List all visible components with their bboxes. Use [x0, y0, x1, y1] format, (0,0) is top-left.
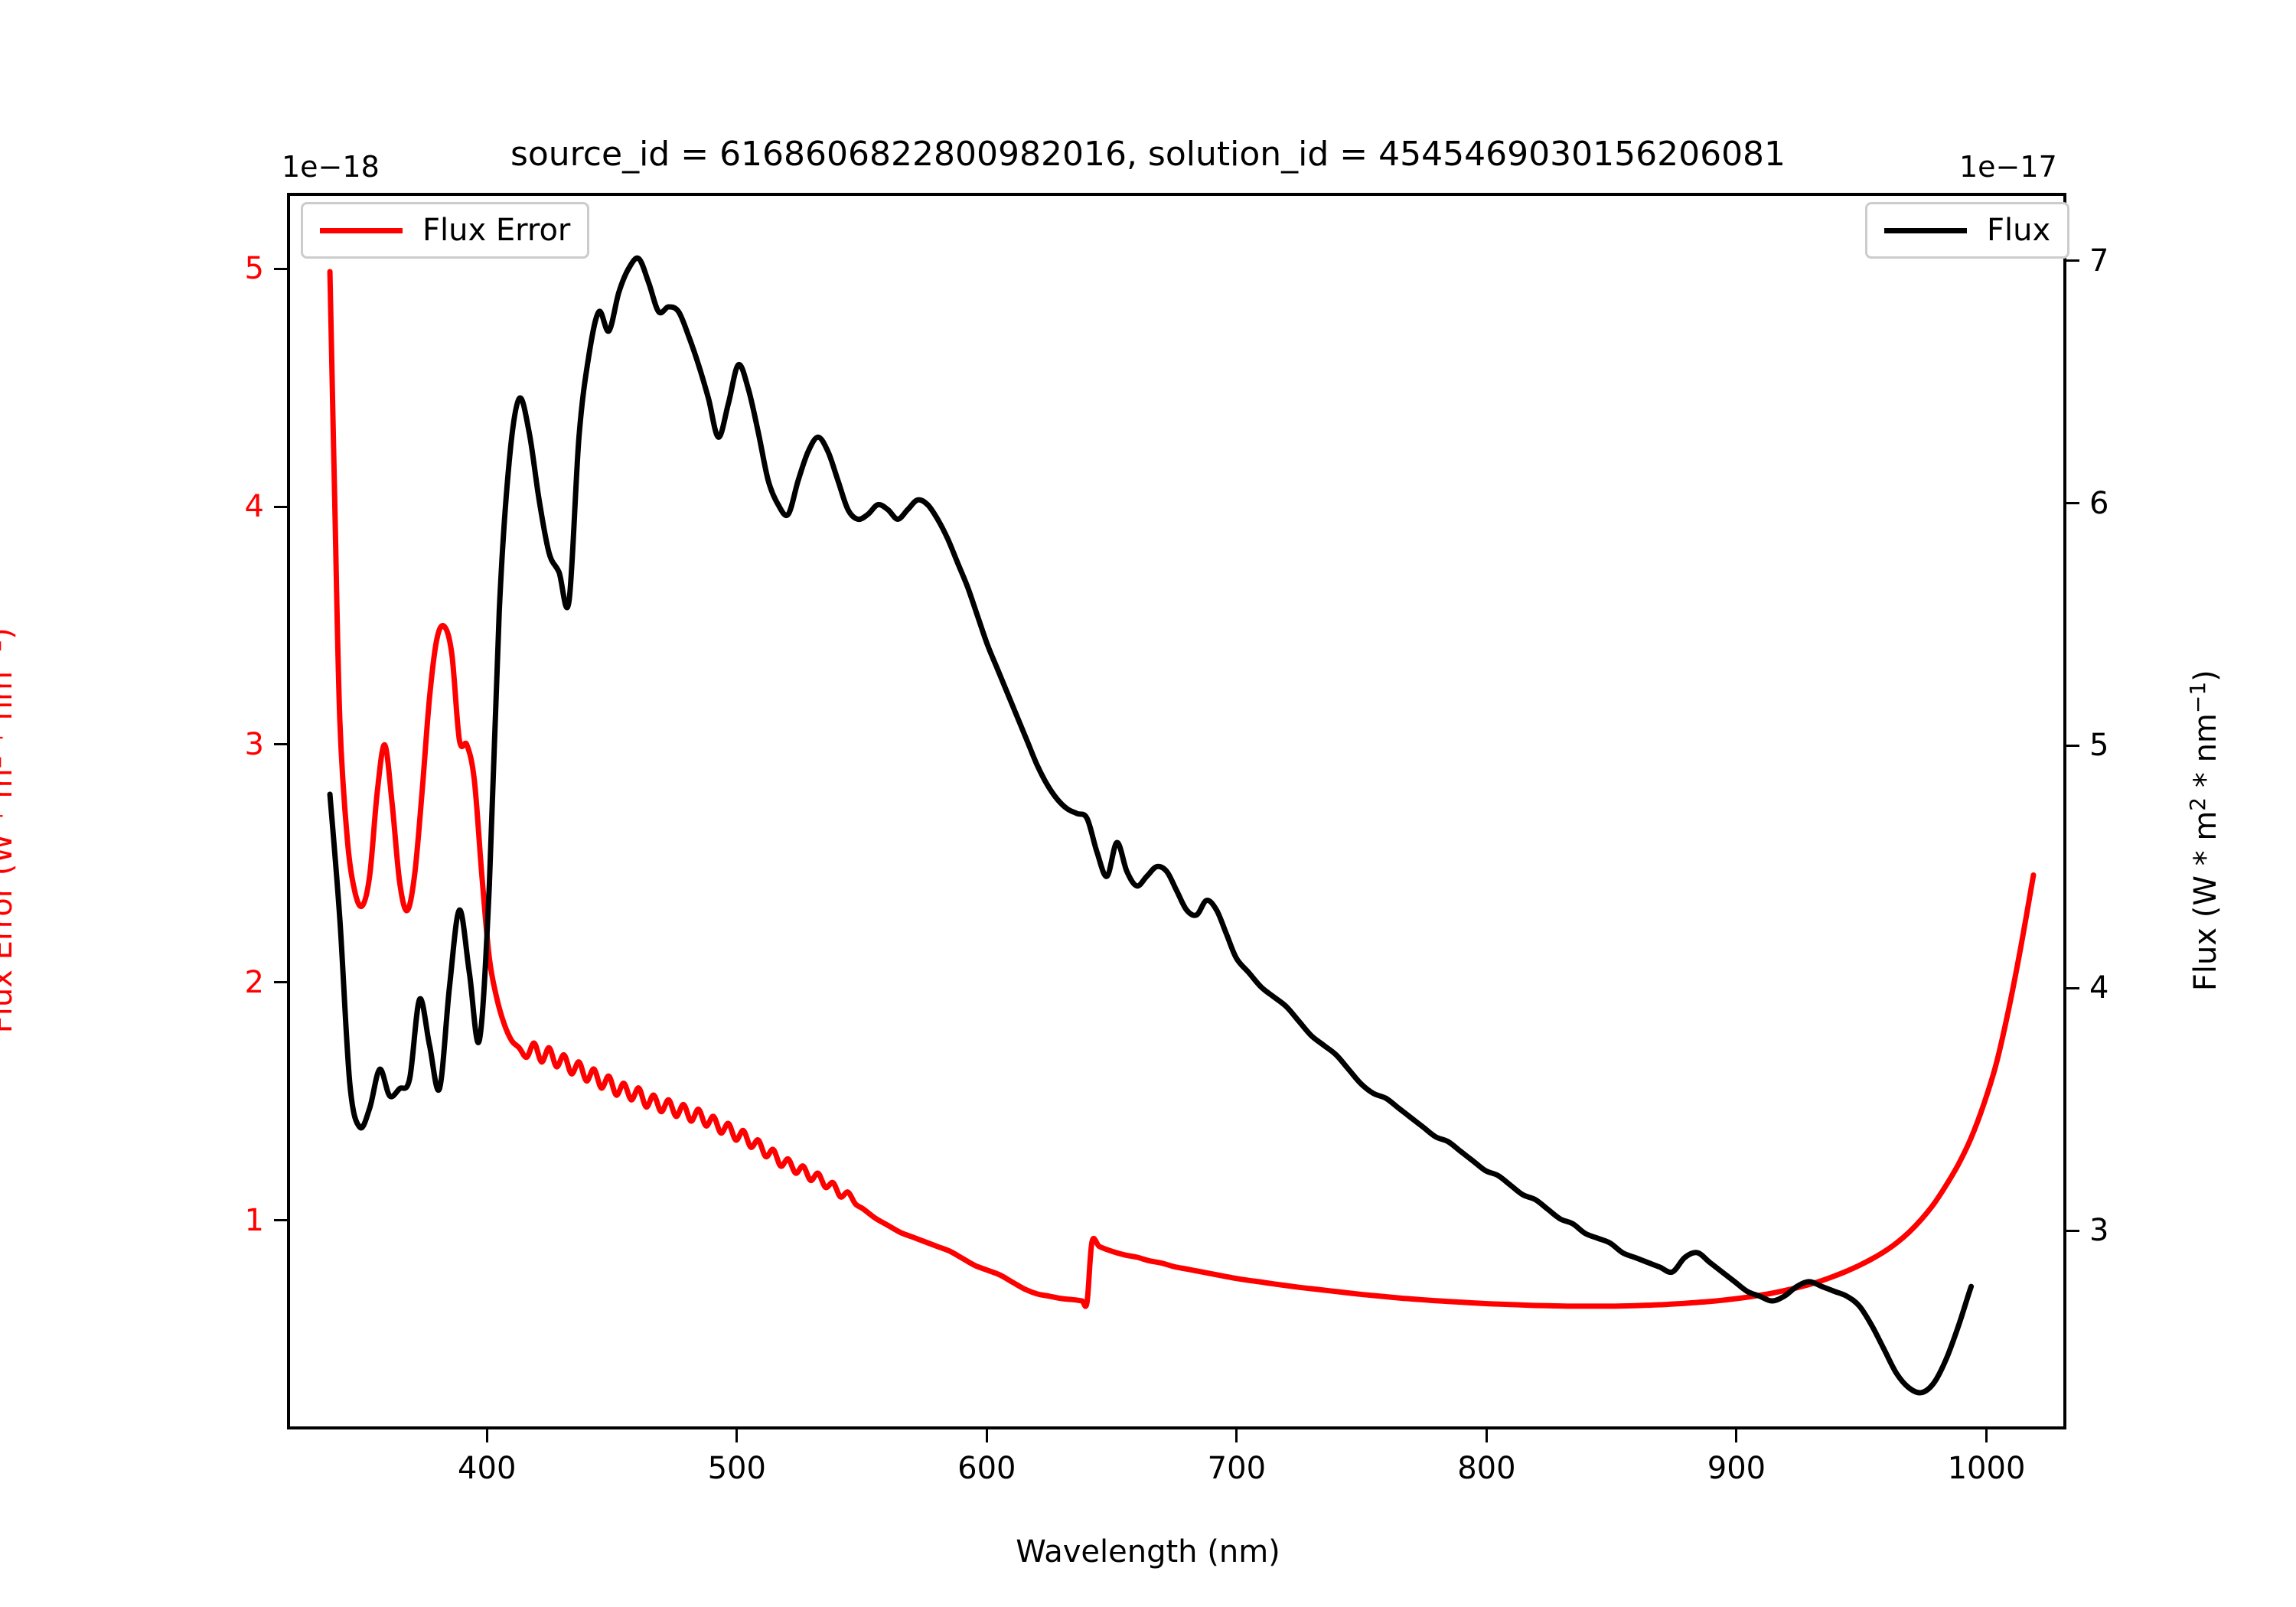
y-tick-label-right: 3 — [2089, 1213, 2109, 1249]
y-tick-mark-left — [274, 981, 287, 984]
left-axis-offset-label: 1e−18 — [282, 150, 380, 184]
x-tick-mark — [1235, 1429, 1238, 1442]
y-tick-label-right: 6 — [2089, 485, 2109, 521]
flux-error-line — [330, 272, 2033, 1306]
y-axis-label-right-text: Flux (W * m — [2188, 810, 2224, 992]
plot-area — [287, 193, 2066, 1429]
y-axis-label-right-end: ) — [2188, 670, 2224, 682]
x-tick-mark — [1485, 1429, 1488, 1442]
plot-svg — [290, 196, 2063, 1426]
y-tick-label-right: 4 — [2089, 970, 2109, 1006]
x-tick-mark — [1735, 1429, 1738, 1442]
x-tick-label: 1000 — [1947, 1451, 2026, 1486]
x-axis-label: Wavelength (nm) — [1016, 1534, 1280, 1570]
y-tick-label-left: 5 — [244, 251, 264, 287]
y-axis-label-left-end: ) — [0, 627, 19, 640]
y-tick-label-left: 1 — [244, 1202, 264, 1238]
legend-line-black-icon — [1884, 227, 1967, 233]
y-tick-label-left: 2 — [244, 964, 264, 1000]
legend-flux[interactable]: Flux — [1865, 202, 2070, 259]
y-tick-mark-right — [2066, 744, 2079, 747]
x-tick-label: 900 — [1707, 1451, 1766, 1486]
x-tick-label: 600 — [957, 1451, 1016, 1486]
x-tick-mark — [985, 1429, 988, 1442]
chart-title: source_id = 6168606822800982016, solutio… — [510, 135, 1786, 174]
y-tick-mark-right — [2066, 259, 2079, 262]
y-tick-mark-left — [274, 505, 287, 508]
y-axis-label-left-tail: * nm — [0, 671, 20, 745]
y-tick-mark-right — [2066, 502, 2079, 505]
legend-label-flux: Flux — [1987, 213, 2051, 248]
y-axis-label-left-sup2: −1 — [0, 639, 6, 672]
y-axis-label-right: Flux (W * m2 * nm−1) — [2185, 670, 2223, 991]
y-tick-label-right: 5 — [2089, 728, 2109, 764]
y-axis-label-right-sup: 2 — [2184, 797, 2210, 811]
y-tick-mark-right — [2066, 1229, 2079, 1232]
y-tick-mark-left — [274, 743, 287, 746]
y-tick-label-right: 7 — [2089, 243, 2109, 279]
flux-line — [330, 258, 1971, 1393]
right-axis-offset-label: 1e−17 — [1959, 150, 2057, 184]
y-tick-mark-right — [2066, 986, 2079, 989]
legend-label-flux-error: Flux Error — [422, 213, 571, 248]
y-axis-label-right-tail: * nm — [2188, 713, 2224, 797]
x-tick-label: 800 — [1457, 1451, 1516, 1486]
y-tick-mark-left — [274, 1219, 287, 1222]
y-tick-mark-left — [274, 267, 287, 270]
x-tick-label: 500 — [707, 1451, 766, 1486]
legend-flux-error[interactable]: Flux Error — [301, 202, 590, 259]
legend-line-red-icon — [320, 227, 403, 233]
x-tick-mark — [735, 1429, 739, 1442]
x-tick-mark — [1985, 1429, 1988, 1442]
y-axis-label-left-text: Flux Error (W * m — [0, 769, 20, 1034]
y-axis-label-left-sup: 2 — [0, 755, 6, 769]
y-axis-label-left: Flux Error (W * m2 * nm−1) — [0, 627, 19, 1033]
x-tick-label: 400 — [458, 1451, 517, 1486]
x-tick-label: 700 — [1207, 1451, 1267, 1486]
y-axis-label-right-sup2: −1 — [2184, 681, 2210, 714]
y-tick-label-left: 3 — [244, 726, 264, 762]
y-tick-label-left: 4 — [244, 489, 264, 525]
x-tick-mark — [485, 1429, 488, 1442]
